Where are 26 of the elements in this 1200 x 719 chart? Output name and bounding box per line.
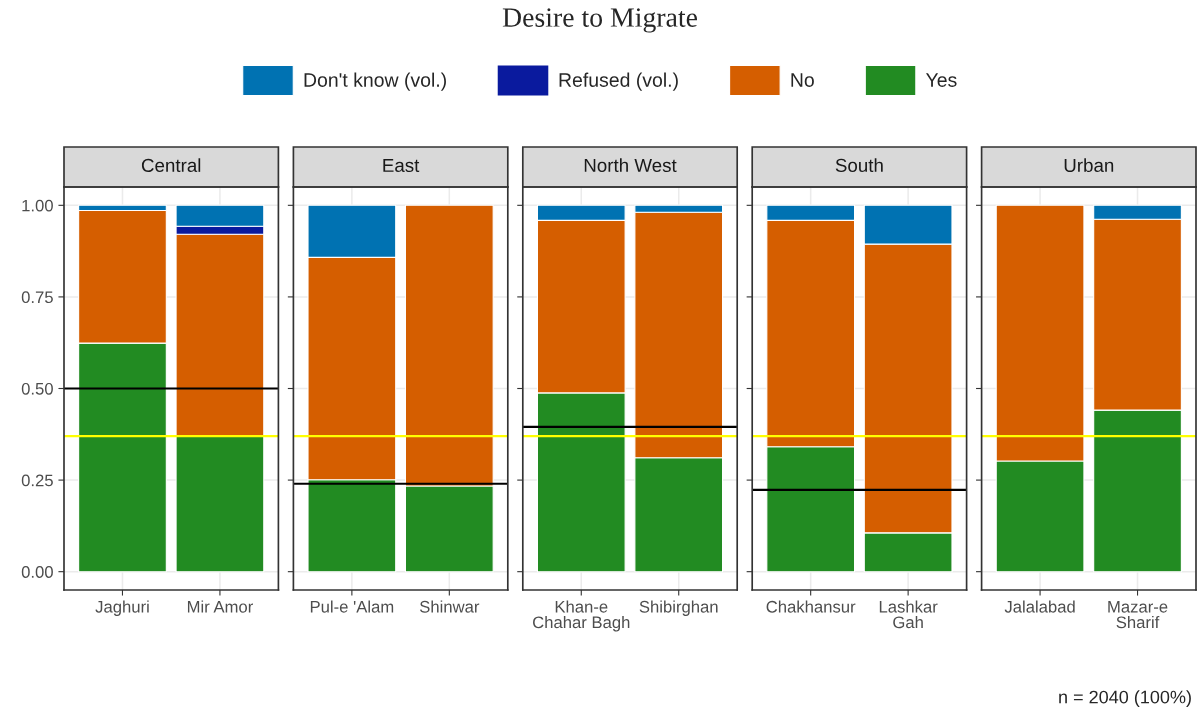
x-tick-label: Chakhansur	[766, 600, 856, 613]
y-tick-label: 0.00	[21, 566, 53, 578]
y-tick-label: 0.25	[21, 474, 53, 487]
chart-subtitle: North West	[584, 158, 677, 173]
x-tick-label: Shinwar	[419, 600, 480, 613]
chart-title: Desire to Migrate	[502, 8, 697, 33]
chart-subtitle: East	[383, 158, 420, 173]
legend-label: No	[791, 73, 814, 87]
x-tick-label: Pul-e 'Alam	[310, 600, 394, 613]
x-tick-label: Shibirghan	[639, 600, 718, 616]
legend-label: Yes	[925, 73, 957, 87]
legend-label: Refused (vol.)	[559, 72, 678, 91]
chart-subtitle: Urban	[1064, 158, 1114, 173]
y-tick-label: 1.00	[22, 199, 53, 212]
x-tick-label: Khan-e Chahar Bagh	[533, 600, 630, 632]
x-tick-label: Mazar-e Sharif	[1108, 601, 1168, 629]
y-tick-label: 0.50	[21, 382, 53, 395]
x-tick-label: Jalalabad	[1004, 600, 1075, 613]
text: n = 2040 (100%)	[1059, 690, 1191, 707]
x-tick-label: Jaghuri	[95, 600, 149, 616]
chart-subtitle: South	[835, 158, 883, 173]
legend-label: Don't know (vol.)	[304, 72, 446, 91]
y-tick-label: 0.75	[21, 291, 53, 304]
chart-subtitle: Central	[141, 158, 201, 173]
x-tick-label: Mir Amor	[187, 600, 253, 613]
x-tick-label: Lashkar Gah	[879, 600, 938, 629]
